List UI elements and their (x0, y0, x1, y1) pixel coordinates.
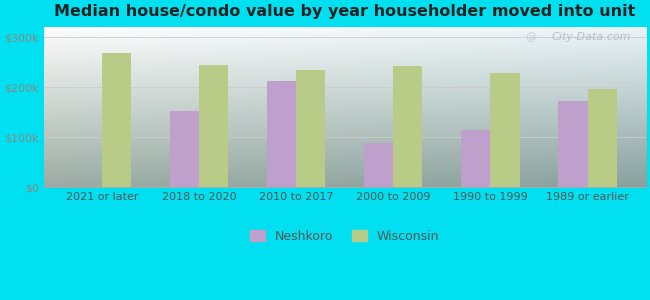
Bar (170, 111, 199, 187)
Bar (296, 70, 325, 187)
Bar (491, 73, 519, 187)
Bar (462, 130, 491, 187)
Bar (588, 89, 617, 187)
Bar (199, 65, 228, 187)
Legend: Neshkoro, Wisconsin: Neshkoro, Wisconsin (245, 225, 445, 248)
Bar (267, 81, 296, 187)
Bar (393, 66, 422, 187)
Text: City-Data.com: City-Data.com (551, 32, 630, 42)
Bar (102, 53, 131, 187)
Bar (558, 101, 588, 187)
Title: Median house/condo value by year householder moved into unit: Median house/condo value by year househo… (54, 4, 636, 19)
Bar (364, 143, 393, 187)
Text: @: @ (525, 32, 536, 42)
